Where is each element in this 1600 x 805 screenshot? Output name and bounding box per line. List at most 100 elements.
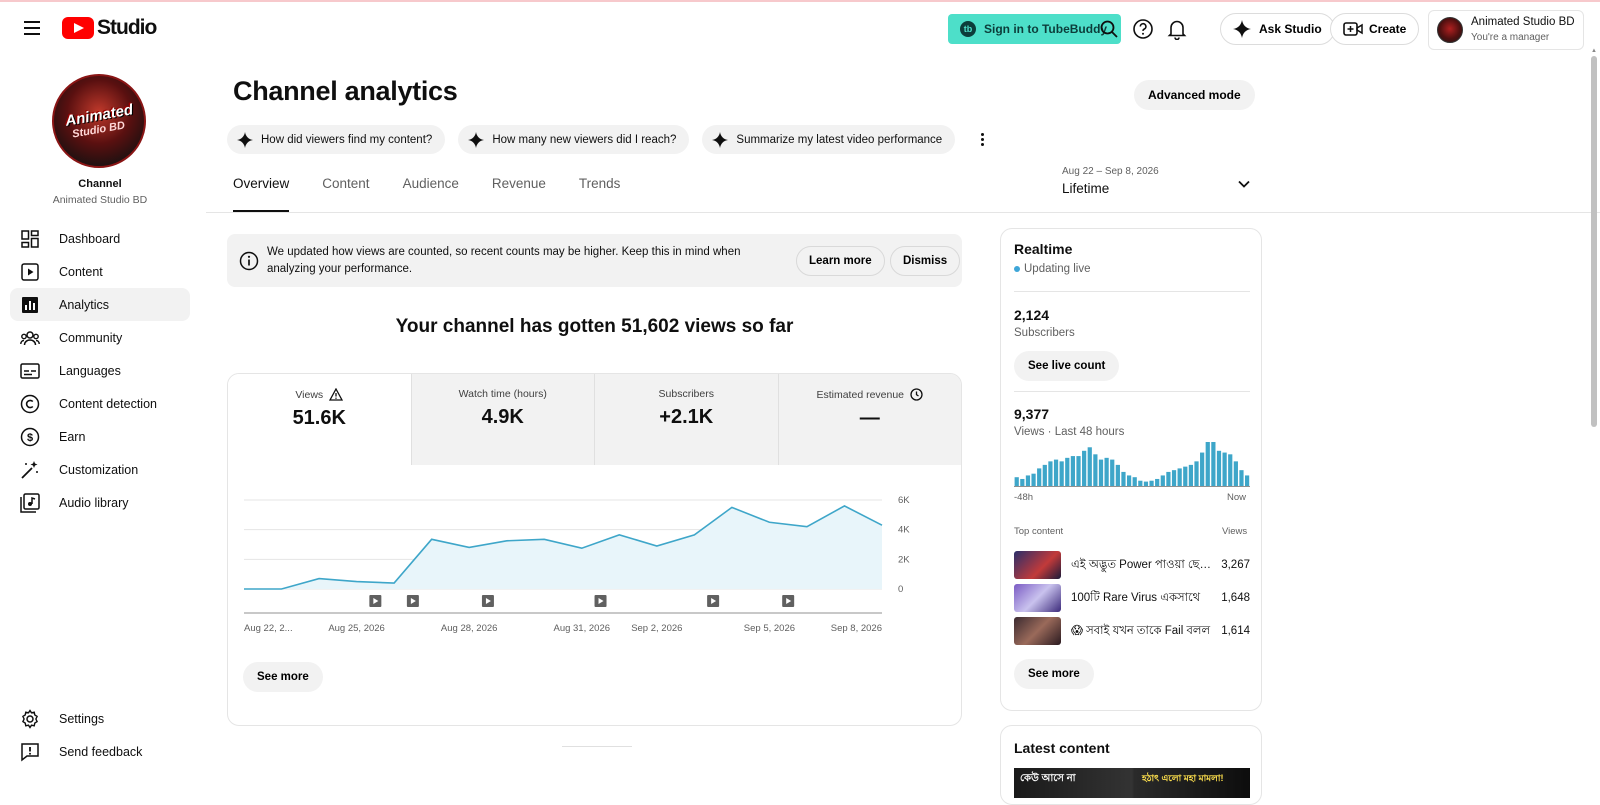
channel-avatar[interactable]: Animated Studio BD: [52, 74, 146, 168]
realtime-bar[interactable]: [1070, 456, 1076, 486]
sidebar-item-content[interactable]: Content: [10, 255, 190, 288]
realtime-bar[interactable]: [1121, 471, 1126, 486]
realtime-bar[interactable]: [1025, 475, 1031, 486]
realtime-bar[interactable]: [1132, 477, 1137, 486]
realtime-bar[interactable]: [1082, 450, 1087, 486]
ask-studio-button[interactable]: Ask Studio: [1220, 13, 1335, 45]
list-item[interactable]: 100টি Rare Virus একসাথে 1,648: [1014, 583, 1250, 613]
latest-video-thumbnail[interactable]: কেউ আসে না হঠাৎ এলো মহা মামলা!: [1014, 768, 1250, 798]
list-item[interactable]: এই অদ্ভুত Power পাওয়া ছেলেটা 3,267: [1014, 550, 1250, 580]
realtime-bar[interactable]: [1166, 471, 1171, 486]
sidebar-item-customization[interactable]: Customization: [10, 453, 190, 486]
see-more-button[interactable]: See more: [243, 662, 323, 692]
realtime-bar[interactable]: [1031, 473, 1036, 486]
sidebar-item-dashboard[interactable]: Dashboard: [10, 222, 190, 255]
sidebar-item-audio-library[interactable]: Audio library: [10, 486, 190, 519]
account-switcher[interactable]: Animated Studio BD You're a manager: [1428, 10, 1584, 50]
suggestion-chip[interactable]: How many new viewers did I reach?: [458, 125, 690, 154]
tab-revenue[interactable]: Revenue: [491, 176, 546, 191]
create-button[interactable]: Create: [1330, 13, 1420, 45]
sidebar-item-send-feedback[interactable]: Send feedback: [10, 735, 190, 768]
metric-views[interactable]: Views 51.6K: [228, 374, 411, 465]
realtime-bar[interactable]: [1160, 475, 1165, 486]
search-icon[interactable]: [1097, 17, 1121, 41]
realtime-bar[interactable]: [1059, 461, 1064, 486]
see-live-count-button[interactable]: See live count: [1014, 351, 1120, 381]
realtime-bar[interactable]: [1104, 457, 1109, 486]
video-published-marker-icon[interactable]: [594, 595, 607, 607]
realtime-bar[interactable]: [1065, 457, 1070, 486]
realtime-bar[interactable]: [1244, 475, 1250, 486]
video-published-marker-icon[interactable]: [369, 595, 382, 607]
realtime-bar[interactable]: [1143, 481, 1149, 486]
sidebar-item-languages[interactable]: Languages: [10, 354, 190, 387]
realtime-bar[interactable]: [1138, 480, 1143, 486]
clock-icon[interactable]: [910, 388, 923, 401]
sidebar-item-earn[interactable]: $ Earn: [10, 420, 190, 453]
video-published-marker-icon[interactable]: [707, 595, 720, 607]
sidebar-item-community[interactable]: Community: [10, 321, 190, 354]
realtime-bar[interactable]: [1155, 478, 1160, 486]
realtime-bar[interactable]: [1177, 468, 1182, 486]
tab-content[interactable]: Content: [322, 176, 370, 191]
realtime-bar[interactable]: [1200, 452, 1205, 486]
tubebuddy-signin-button[interactable]: tb Sign in to TubeBuddy: [948, 14, 1122, 44]
realtime-bar[interactable]: [1205, 442, 1210, 486]
realtime-bar[interactable]: [1222, 452, 1227, 486]
learn-more-button[interactable]: Learn more: [796, 246, 885, 276]
suggestion-chip[interactable]: Summarize my latest video performance: [702, 125, 956, 154]
realtime-bar[interactable]: [1048, 461, 1053, 486]
realtime-bar[interactable]: [1098, 459, 1104, 486]
notifications-bell-icon[interactable]: [1165, 17, 1189, 41]
views-series-line[interactable]: [244, 505, 883, 590]
realtime-bar[interactable]: [1228, 454, 1233, 486]
realtime-bar[interactable]: [1014, 477, 1019, 486]
realtime-bar[interactable]: [1126, 475, 1132, 486]
date-range-picker[interactable]: Aug 22 – Sep 8, 2026 Lifetime: [1062, 166, 1252, 196]
menu-icon[interactable]: [20, 17, 44, 41]
views-chart[interactable]: 6K 4K 2K 0 Aug 22, 2... Aug 25, 2026 Aug 28, 2…: [228, 465, 962, 665]
realtime-views-bar-chart[interactable]: [1014, 441, 1250, 487]
video-published-marker-icon[interactable]: [481, 595, 494, 607]
realtime-bar[interactable]: [1115, 464, 1120, 486]
realtime-bar[interactable]: [1183, 466, 1188, 486]
tab-trends[interactable]: Trends: [578, 176, 621, 191]
realtime-bar[interactable]: [1087, 447, 1092, 486]
realtime-bar[interactable]: [1233, 461, 1238, 486]
more-options-icon[interactable]: [972, 128, 992, 152]
help-icon[interactable]: [1131, 17, 1155, 41]
realtime-bar[interactable]: [1239, 470, 1244, 486]
realtime-bar[interactable]: [1037, 468, 1042, 486]
video-published-marker-icon[interactable]: [406, 595, 419, 607]
video-published-marker-icon[interactable]: [782, 595, 795, 607]
sidebar-item-content-detection[interactable]: Content detection: [10, 387, 190, 420]
sidebar-item-analytics[interactable]: Analytics: [10, 288, 190, 321]
studio-logo[interactable]: Studio: [62, 16, 157, 40]
list-item[interactable]: 😱 সবাই যখন তাকে Fail বলল 1,614: [1014, 616, 1250, 646]
scroll-up-arrow-icon[interactable]: ▲: [1591, 48, 1597, 54]
metric-watch-time[interactable]: Watch time (hours) 4.9K: [410, 374, 594, 465]
realtime-bar[interactable]: [1110, 459, 1115, 486]
realtime-bar[interactable]: [1053, 459, 1059, 486]
sidebar-item-settings[interactable]: Settings: [10, 702, 190, 735]
metric-subscribers[interactable]: Subscribers +2.1K: [594, 374, 778, 465]
see-more-button[interactable]: See more: [1014, 659, 1094, 689]
realtime-bar[interactable]: [1149, 480, 1154, 486]
page-scrollbar[interactable]: [1591, 56, 1597, 427]
realtime-bar[interactable]: [1042, 464, 1047, 486]
tab-overview[interactable]: Overview: [233, 176, 290, 212]
tab-audience[interactable]: Audience: [402, 176, 459, 191]
realtime-bar[interactable]: [1076, 456, 1081, 486]
realtime-bar[interactable]: [1093, 454, 1098, 486]
warning-icon[interactable]: [329, 388, 344, 401]
metric-estimated-revenue[interactable]: Estimated revenue —: [777, 374, 961, 465]
realtime-bar[interactable]: [1020, 478, 1025, 486]
realtime-bar[interactable]: [1216, 450, 1222, 486]
suggestion-chip[interactable]: How did viewers find my content?: [227, 125, 446, 154]
realtime-bar[interactable]: [1211, 442, 1216, 486]
realtime-bar[interactable]: [1188, 464, 1194, 486]
realtime-bar[interactable]: [1171, 470, 1177, 486]
realtime-bar[interactable]: [1194, 461, 1199, 486]
advanced-mode-button[interactable]: Advanced mode: [1134, 80, 1255, 110]
dismiss-button[interactable]: Dismiss: [890, 246, 961, 276]
